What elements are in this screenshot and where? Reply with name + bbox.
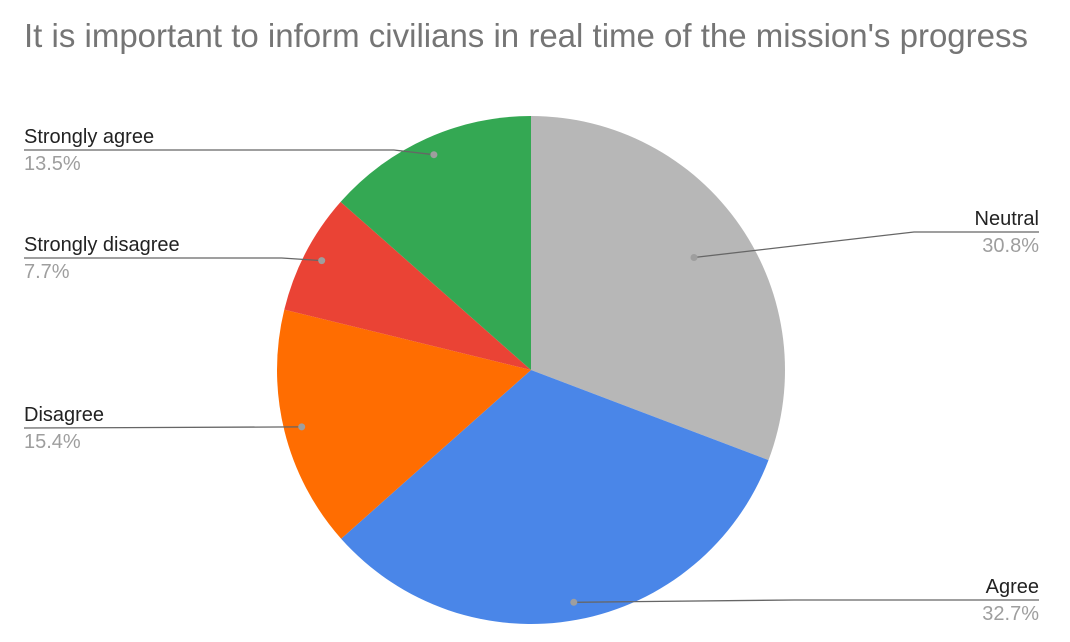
pie-slice-agree xyxy=(341,370,769,624)
slice-label-neutral: Neutral xyxy=(975,208,1039,230)
slice-value-agree: 32.7% xyxy=(982,603,1039,625)
slice-label-strongly-disagree: Strongly disagree xyxy=(24,234,180,256)
leader-line-strongly-disagree xyxy=(24,257,322,262)
leader-dot-strongly-disagree xyxy=(318,257,326,265)
slice-label-disagree: Disagree xyxy=(24,404,104,426)
leader-line-agree xyxy=(573,599,1039,603)
pie-leader-lines xyxy=(23,149,1039,606)
pie-slice-neutral xyxy=(531,116,785,461)
slice-value-strongly-disagree: 7.7% xyxy=(24,261,70,283)
leader-dot-neutral xyxy=(690,254,698,261)
slice-label-agree: Agree xyxy=(986,576,1039,598)
pie-slice-disagree xyxy=(277,309,531,539)
slice-value-neutral: 30.8% xyxy=(982,235,1039,257)
slice-value-disagree: 15.4% xyxy=(24,431,81,453)
pie-slice-strongly-disagree xyxy=(284,201,531,370)
pie-slice-strongly-agree xyxy=(340,116,531,370)
leader-line-disagree xyxy=(23,426,302,429)
leader-dot-agree xyxy=(570,598,578,606)
pie-labels: Neutral 30.8% Agree 32.7% Disagree 15.4% Stron… xyxy=(24,126,1039,625)
leader-dot-disagree xyxy=(298,423,306,431)
leader-line-strongly-agree xyxy=(24,149,434,156)
slice-value-strongly-agree: 13.5% xyxy=(24,153,81,175)
pie-slices xyxy=(277,116,785,624)
slice-label-strongly-agree: Strongly agree xyxy=(24,126,154,148)
leader-line-neutral xyxy=(693,231,1039,259)
leader-dot-strongly-agree xyxy=(430,151,438,159)
chart-title: It is important to inform civilians in r… xyxy=(24,17,1028,54)
